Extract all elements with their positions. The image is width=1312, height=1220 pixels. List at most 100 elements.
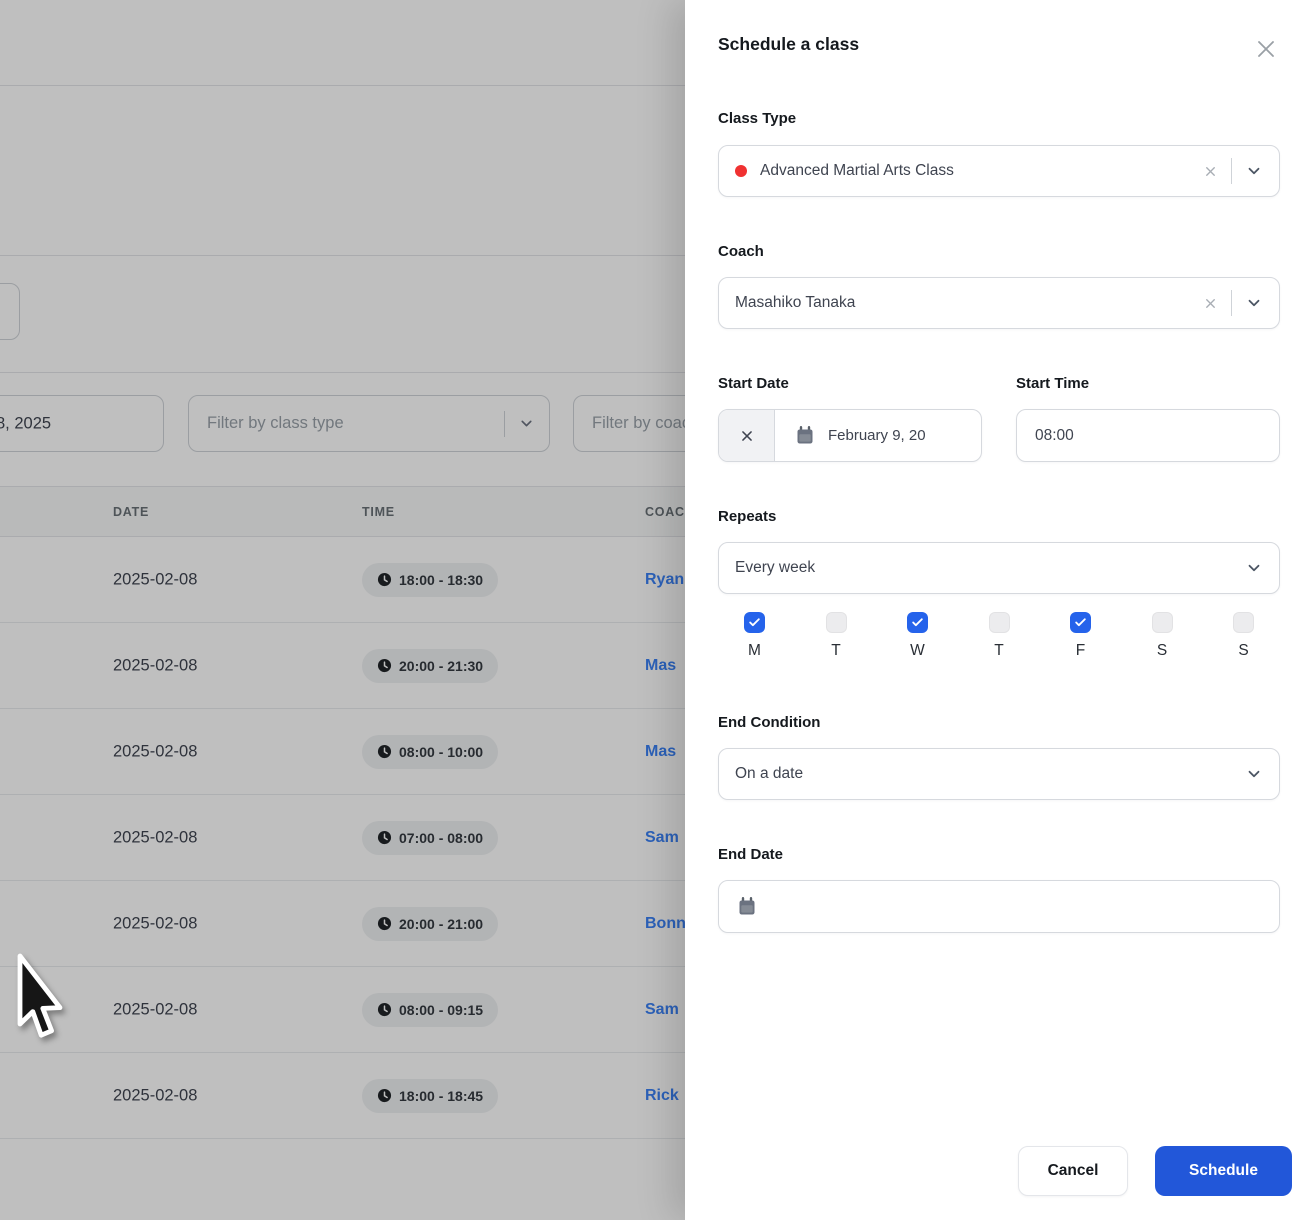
table-row[interactable]: 2025-02-08 08:00 - 09:15 Sam xyxy=(0,967,700,1053)
table-row[interactable]: 2025-02-08 08:00 - 10:00 Mas xyxy=(0,709,700,795)
chevron-down-icon[interactable] xyxy=(1245,162,1263,180)
table-row[interactable]: 2025-02-08 20:00 - 21:00 Bonn xyxy=(0,881,700,967)
date-filter-input[interactable]: 8, 2025 xyxy=(0,395,164,452)
clock-icon xyxy=(377,744,392,759)
weekday-saturday[interactable]: S xyxy=(1151,612,1173,660)
weekday-sunday[interactable]: S xyxy=(1233,612,1254,660)
repeats-value: Every week xyxy=(735,559,816,576)
cell-date: 2025-02-08 xyxy=(113,570,198,588)
table-row[interactable]: 2025-02-08 20:00 - 21:30 Mas xyxy=(0,623,700,709)
time-pill: 18:00 - 18:45 xyxy=(362,1078,499,1113)
start-date-display[interactable]: February 9, 20 xyxy=(775,410,981,461)
col-header-date: DATE xyxy=(113,504,150,519)
col-header-coach: COACH xyxy=(645,504,695,519)
coach-label: Coach xyxy=(718,243,764,260)
coach-link[interactable]: Mas xyxy=(645,742,677,760)
clock-icon xyxy=(377,916,392,931)
class-type-filter-placeholder: Filter by class type xyxy=(207,414,344,432)
clock-icon xyxy=(377,1088,392,1103)
chevron-down-icon[interactable] xyxy=(1245,294,1263,312)
modal-title: Schedule a class xyxy=(718,34,860,54)
repeats-label: Repeats xyxy=(718,508,777,525)
mouse-cursor xyxy=(12,952,64,1053)
cell-date: 2025-02-08 xyxy=(113,914,198,932)
end-date-label: End Date xyxy=(718,846,784,863)
end-condition-value: On a date xyxy=(735,765,804,782)
weekday-tuesday[interactable]: T xyxy=(825,612,847,660)
weekday-thursday[interactable]: T xyxy=(988,612,1010,660)
checkbox[interactable] xyxy=(1070,612,1091,633)
clipped-button[interactable] xyxy=(0,283,20,340)
clock-icon xyxy=(377,830,392,845)
schedule-class-modal: Schedule a class Class Type Advanced Mar… xyxy=(685,0,1312,1220)
clear-icon[interactable] xyxy=(1203,164,1218,179)
end-condition-select[interactable]: On a date xyxy=(718,748,1280,800)
time-pill: 08:00 - 10:00 xyxy=(362,734,499,769)
coach-select[interactable]: Masahiko Tanaka xyxy=(718,277,1280,329)
calendar-icon xyxy=(797,425,813,443)
weekday-friday[interactable]: F xyxy=(1070,612,1091,660)
checkbox[interactable] xyxy=(1233,612,1254,633)
class-type-select[interactable]: Advanced Martial Arts Class xyxy=(718,145,1280,197)
time-pill: 08:00 - 09:15 xyxy=(362,992,499,1027)
start-time-label: Start Time xyxy=(1016,375,1090,392)
coach-link[interactable]: Sam xyxy=(645,1000,679,1018)
class-type-filter[interactable]: Filter by class type xyxy=(188,395,550,452)
time-pill: 07:00 - 08:00 xyxy=(362,820,499,855)
chevron-down-icon[interactable] xyxy=(1245,765,1263,783)
cell-date: 2025-02-08 xyxy=(113,656,198,674)
table-row[interactable]: 2025-02-08 07:00 - 08:00 Sam xyxy=(0,795,700,881)
close-icon[interactable] xyxy=(1253,36,1279,62)
clock-icon xyxy=(377,658,392,673)
clear-icon[interactable] xyxy=(1203,296,1218,311)
start-time-field[interactable]: 08:00 xyxy=(1016,409,1280,462)
cancel-button[interactable]: Cancel xyxy=(1018,1146,1128,1196)
start-date-value: February 9, 20 xyxy=(828,427,926,444)
coach-filter-placeholder: Filter by coach xyxy=(592,414,700,432)
modal-backdrop[interactable] xyxy=(0,0,685,1220)
calendar-icon xyxy=(739,896,755,914)
start-date-field[interactable]: February 9, 20 xyxy=(718,409,982,462)
class-type-label: Class Type xyxy=(718,110,797,127)
checkbox[interactable] xyxy=(744,612,765,633)
clock-icon xyxy=(377,572,392,587)
date-filter-value: 8, 2025 xyxy=(0,414,52,432)
time-pill: 18:00 - 18:30 xyxy=(362,562,499,597)
weekday-monday[interactable]: M xyxy=(744,612,765,660)
checkbox[interactable] xyxy=(1151,612,1173,633)
clock-icon xyxy=(377,1002,392,1017)
chevron-down-icon[interactable] xyxy=(1245,559,1263,577)
table-row[interactable]: 2025-02-08 18:00 - 18:30 Ryan xyxy=(0,537,700,623)
weekday-checkboxes: M T W T F S S xyxy=(718,612,1280,660)
cell-date: 2025-02-08 xyxy=(113,742,198,760)
table-row[interactable]: 2025-02-08 18:00 - 18:45 Rick xyxy=(0,1053,700,1139)
schedule-button[interactable]: Schedule xyxy=(1155,1146,1292,1196)
filter-divider xyxy=(504,410,505,437)
header-divider xyxy=(0,85,700,86)
coach-link[interactable]: Mas xyxy=(645,656,677,674)
repeats-select[interactable]: Every week xyxy=(718,542,1280,594)
weekday-wednesday[interactable]: W xyxy=(907,612,928,660)
checkbox[interactable] xyxy=(907,612,928,633)
end-condition-label: End Condition xyxy=(718,714,821,731)
col-header-time: TIME xyxy=(362,504,395,519)
end-date-field[interactable] xyxy=(718,880,1280,933)
cell-date: 2025-02-08 xyxy=(113,1000,198,1018)
coach-link[interactable]: Ryan xyxy=(645,570,685,588)
clear-date-button[interactable] xyxy=(719,410,775,461)
coach-link[interactable]: Sam xyxy=(645,828,679,846)
checkbox[interactable] xyxy=(988,612,1010,633)
time-pill: 20:00 - 21:30 xyxy=(362,648,499,683)
coach-link[interactable]: Rick xyxy=(645,1086,679,1104)
table-header: DATE TIME COACH xyxy=(0,486,700,537)
time-pill: 20:00 - 21:00 xyxy=(362,906,499,941)
chevron-down-icon[interactable] xyxy=(518,415,535,432)
select-divider xyxy=(1231,158,1232,184)
section-divider xyxy=(0,255,700,256)
checkbox[interactable] xyxy=(825,612,847,633)
class-type-value: Advanced Martial Arts Class xyxy=(760,162,954,179)
start-date-label: Start Date xyxy=(718,375,789,392)
cell-date: 2025-02-08 xyxy=(113,1086,198,1104)
coach-link[interactable]: Bonn xyxy=(645,914,686,932)
